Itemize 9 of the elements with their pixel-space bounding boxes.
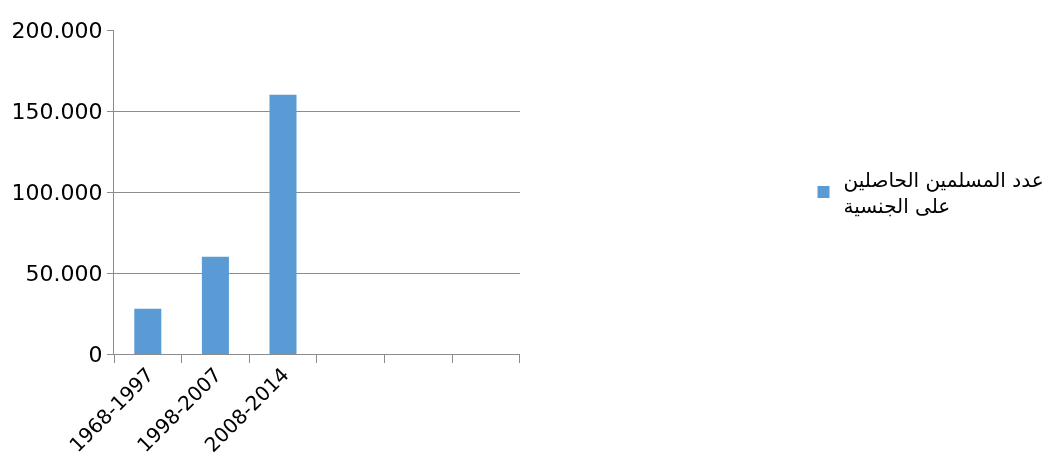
bar [201, 256, 229, 354]
bar [134, 308, 162, 354]
legend-label: عدد المسلمين الحاصلين على الجنسية [843, 167, 1044, 218]
y-tick-label: 50.000 [25, 260, 103, 286]
y-tick-label: 150.000 [11, 98, 103, 124]
y-tick-label: 200.000 [11, 17, 103, 43]
y-tick-label: 0 [88, 341, 103, 367]
bar [269, 94, 297, 354]
y-tick-label: 100.000 [11, 179, 103, 205]
